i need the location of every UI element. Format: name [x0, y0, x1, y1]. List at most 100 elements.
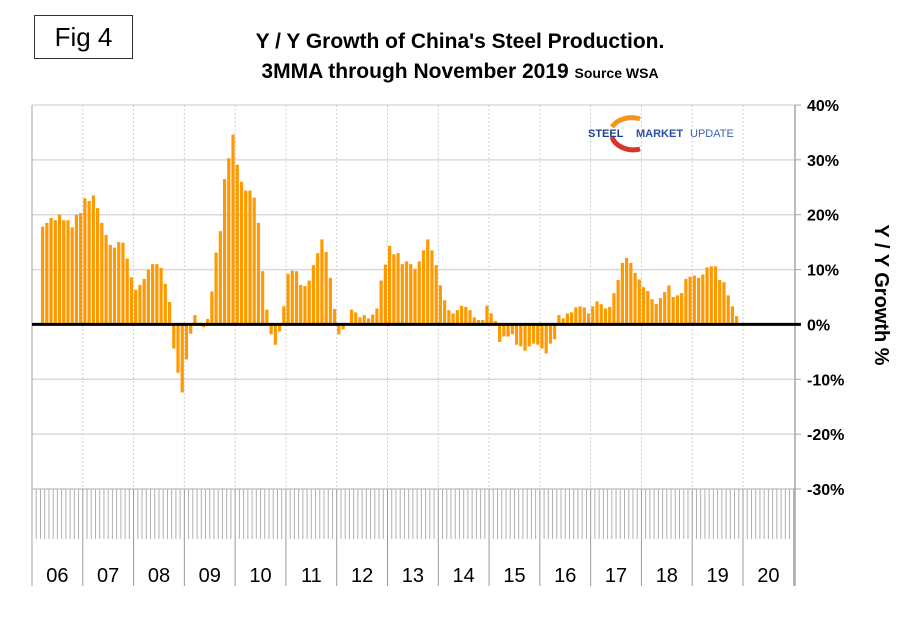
bar [561, 318, 565, 325]
bar [544, 324, 548, 354]
y-tick-label: -20% [807, 427, 844, 444]
bar [337, 324, 341, 335]
bar [582, 307, 586, 325]
bar [155, 264, 159, 325]
bar [498, 324, 502, 342]
bar [328, 277, 332, 325]
chart-subtitle-text: 3MMA through November 2019 [261, 60, 569, 83]
bar [409, 264, 413, 325]
bar [210, 291, 214, 325]
bar [650, 299, 654, 325]
bar [358, 317, 362, 325]
bar [620, 262, 624, 325]
bar [151, 264, 155, 325]
bar [193, 315, 197, 325]
bar [701, 274, 705, 325]
bar [231, 134, 235, 325]
bar [269, 324, 273, 335]
x-tick-label: 14 [453, 565, 475, 587]
bar [468, 310, 472, 325]
bar [294, 271, 299, 325]
bar [735, 316, 739, 325]
bar [167, 301, 172, 325]
bar [430, 250, 434, 325]
bar [62, 220, 66, 325]
bar [277, 324, 282, 332]
bar [324, 252, 328, 325]
bar [261, 271, 265, 325]
bar [142, 278, 146, 325]
bar [320, 239, 324, 325]
x-tick-label: 19 [706, 565, 728, 587]
bar [692, 275, 696, 325]
bar [40, 226, 45, 325]
bar [392, 254, 396, 325]
bar [730, 306, 735, 325]
bar [514, 324, 519, 345]
bar [366, 318, 371, 325]
bar [227, 158, 231, 325]
bar [125, 258, 129, 325]
bar [388, 245, 392, 325]
bar [303, 286, 307, 325]
bar [629, 262, 633, 325]
bar [586, 313, 591, 325]
bar [413, 269, 417, 325]
bar [252, 197, 256, 325]
x-axis-labels: 06 07 08 09 10 11 12 13 14 15 16 17 18 19 20 [46, 565, 779, 587]
bar [421, 250, 426, 325]
bar [83, 198, 87, 325]
axes [31, 104, 801, 586]
y-tick-label: 0% [807, 317, 830, 334]
bar [718, 279, 722, 325]
bar [316, 253, 320, 325]
bar [396, 253, 400, 325]
bar [476, 320, 481, 325]
bar [578, 306, 582, 325]
bar [519, 324, 523, 347]
bar [506, 324, 510, 337]
bar [709, 266, 713, 325]
bar [553, 324, 557, 340]
bar [705, 267, 709, 325]
bar [637, 279, 641, 325]
bar [565, 313, 569, 325]
x-tick-label: 09 [199, 565, 221, 587]
bar [70, 227, 74, 325]
source-label: Source WSA [574, 65, 659, 81]
bar [362, 315, 366, 325]
bar [675, 295, 680, 325]
x-tick-label: 20 [757, 565, 779, 587]
x-tick-label: 07 [97, 565, 119, 587]
bar [129, 277, 134, 325]
bar [688, 276, 692, 325]
bar [176, 324, 180, 373]
bar [371, 314, 375, 325]
x-tick-label: 13 [402, 565, 424, 587]
bar [383, 264, 387, 325]
bar [91, 195, 95, 325]
bars [40, 134, 739, 393]
bar [591, 306, 595, 325]
x-tick-label: 17 [605, 565, 627, 587]
chart-title: Y / Y Growth of China's Steel Production… [255, 30, 665, 53]
bar [379, 280, 383, 325]
bar [459, 305, 464, 325]
bar [235, 164, 239, 325]
y-tick-label: -10% [807, 372, 844, 389]
logo-text-market: MARKET [636, 128, 683, 140]
figure-label: Fig 4 [34, 15, 133, 59]
bar [189, 324, 193, 334]
bar [66, 220, 70, 325]
bar [599, 304, 603, 325]
bar [658, 298, 663, 325]
bar [646, 290, 650, 325]
bar [282, 306, 286, 325]
bar [680, 293, 684, 325]
bar [667, 285, 671, 325]
bar [722, 282, 726, 325]
bar [112, 247, 117, 325]
bar [95, 208, 100, 325]
bar [485, 305, 489, 325]
bar [455, 310, 459, 325]
